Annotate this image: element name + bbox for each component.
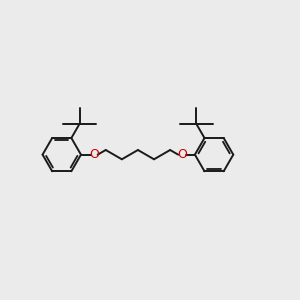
- Text: O: O: [177, 148, 187, 161]
- Text: O: O: [89, 148, 99, 161]
